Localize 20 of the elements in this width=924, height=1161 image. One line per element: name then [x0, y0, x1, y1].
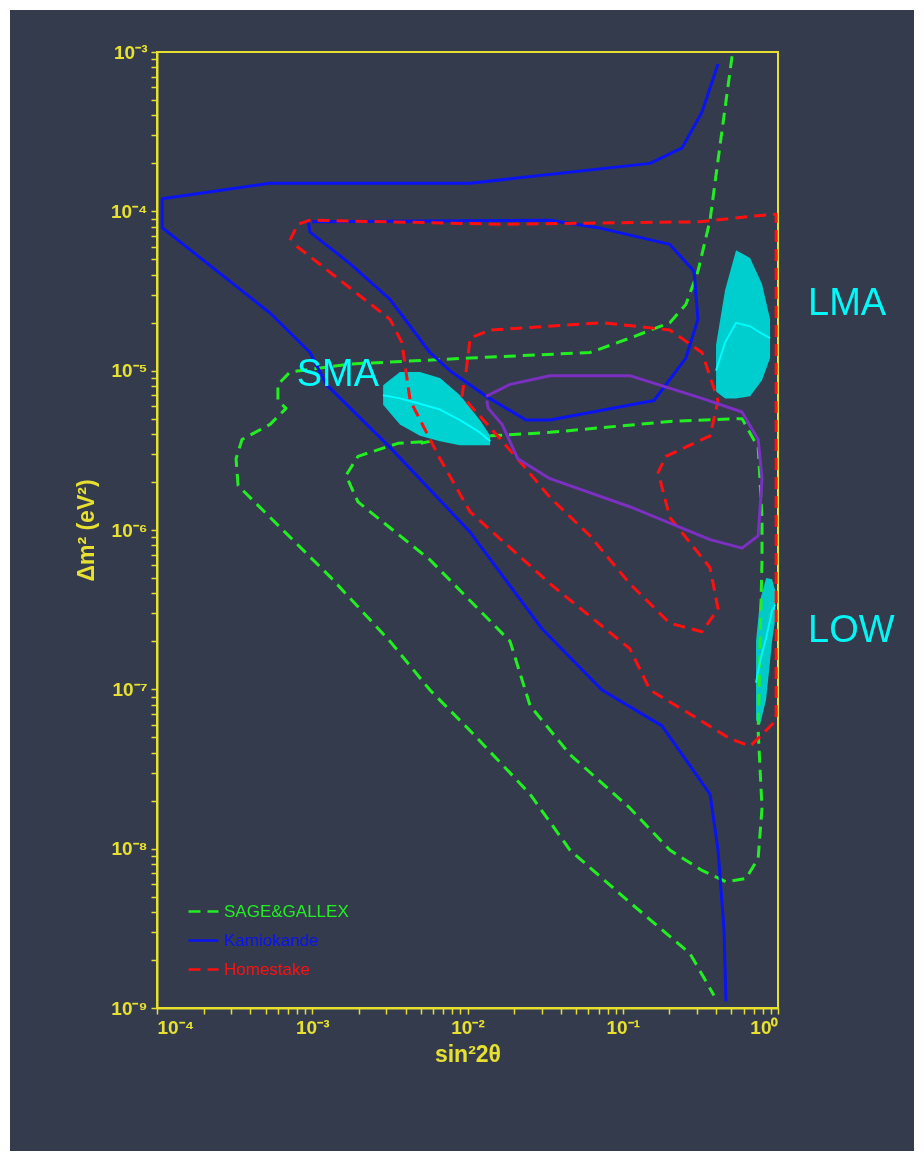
legend-label: SAGE&GALLEX	[224, 901, 349, 921]
line-series	[755, 603, 777, 684]
legend-label: Kamiokande	[224, 930, 319, 950]
x-axis-title: sin²2θ	[434, 1040, 502, 1067]
y-axis-title: Δm² (eV²)	[72, 479, 99, 582]
series-label: LOW	[808, 608, 895, 651]
y-tick-label: 10⁻⁶	[111, 519, 148, 541]
x-tick-label: 10⁻²	[451, 1016, 485, 1038]
series-label: LMA	[808, 281, 887, 324]
y-tick-label: 10⁻⁹	[111, 997, 148, 1019]
x-tick-label: 10⁰	[750, 1016, 779, 1038]
y-tick-label: 10⁻⁴	[110, 200, 148, 222]
x-tick-label: 10⁻⁴	[157, 1016, 195, 1038]
legend-label: Homestake	[224, 959, 310, 979]
y-tick-label: 10⁻³	[114, 41, 148, 63]
x-tick-label: 10⁻³	[296, 1016, 330, 1038]
y-tick-label: 10⁻⁸	[111, 838, 148, 860]
y-tick-label: 10⁻⁵	[111, 360, 148, 382]
x-tick-label: 10⁻¹	[606, 1016, 640, 1038]
y-tick-label: 10⁻⁷	[112, 678, 148, 700]
